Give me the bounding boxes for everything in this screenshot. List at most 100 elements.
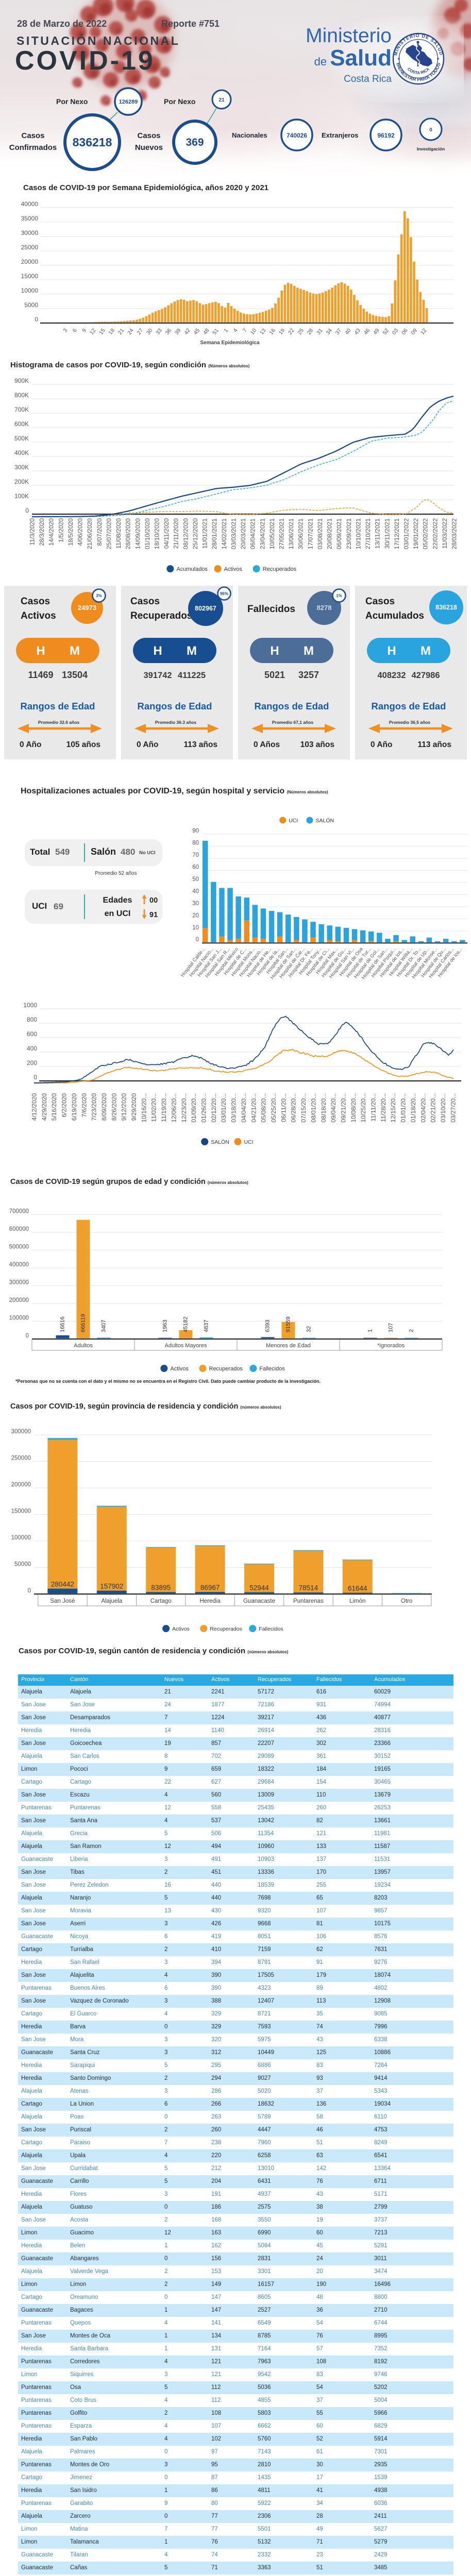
svg-text:107: 107 xyxy=(388,1323,394,1332)
svg-text:06/11/20...: 06/11/20... xyxy=(280,1093,287,1122)
svg-text:103 años: 103 años xyxy=(300,740,334,749)
svg-text:200000: 200000 xyxy=(9,1297,29,1303)
svg-text:836218: 836218 xyxy=(435,604,457,611)
svg-text:20/08/2021: 20/08/2021 xyxy=(326,518,333,549)
svg-text:H: H xyxy=(153,644,162,658)
svg-text:Recuperados: Recuperados xyxy=(263,566,297,572)
svg-text:200: 200 xyxy=(27,1059,37,1066)
svg-text:11/28/20...: 11/28/20... xyxy=(380,1093,387,1122)
svg-text:17/12/2021: 17/12/2021 xyxy=(393,518,400,549)
svg-text:6/19/2020: 6/19/2020 xyxy=(71,1093,78,1121)
svg-text:11/02/20...: 11/02/20... xyxy=(150,1093,158,1122)
svg-text:10/10/2021: 10/10/2021 xyxy=(355,518,362,549)
svg-text:70: 70 xyxy=(192,852,199,858)
svg-text:0 Años: 0 Años xyxy=(254,740,280,749)
svg-text:42: 42 xyxy=(183,327,192,336)
svg-text:0: 0 xyxy=(33,1074,37,1081)
svg-text:Fallecidos: Fallecidos xyxy=(259,1366,285,1372)
svg-text:28/3/2020: 28/3/2020 xyxy=(38,518,45,546)
svg-text:113 años: 113 años xyxy=(184,740,218,749)
svg-text:10: 10 xyxy=(249,327,258,336)
svg-text:00: 00 xyxy=(149,896,158,905)
svg-text:Cartago: Cartago xyxy=(150,1598,172,1604)
svg-text:6/2/2020: 6/2/2020 xyxy=(61,1093,68,1117)
svg-text:Fallecidos: Fallecidos xyxy=(247,604,295,615)
svg-text:SALÓN: SALÓN xyxy=(211,1139,229,1145)
svg-text:52944: 52944 xyxy=(249,1584,269,1591)
svg-text:12: 12 xyxy=(419,327,428,336)
svg-text:33: 33 xyxy=(155,327,163,336)
svg-text:45182: 45182 xyxy=(183,1316,189,1332)
svg-text:03/10/20...: 03/10/20... xyxy=(440,1093,447,1123)
svg-text:1000: 1000 xyxy=(23,1002,37,1009)
svg-text:18/10/2020: 18/10/2020 xyxy=(154,518,161,549)
svg-text:40: 40 xyxy=(192,888,199,894)
svg-text:49: 49 xyxy=(372,327,381,336)
svg-text:2: 2 xyxy=(409,1329,415,1332)
svg-text:25000: 25000 xyxy=(21,244,39,251)
svg-text:28: 28 xyxy=(306,327,315,336)
svg-text:6: 6 xyxy=(72,327,78,333)
svg-text:200K: 200K xyxy=(14,478,29,485)
svg-text:3: 3 xyxy=(62,327,69,333)
svg-text:300000: 300000 xyxy=(11,1429,31,1435)
svg-text:Promedio 36.3 años: Promedio 36.3 años xyxy=(155,720,197,725)
svg-text:*Ignorados: *Ignorados xyxy=(377,1343,405,1349)
svg-text:802967: 802967 xyxy=(195,605,216,612)
svg-text:600: 600 xyxy=(27,1030,37,1038)
svg-text:50000: 50000 xyxy=(14,1562,31,1568)
svg-text:7: 7 xyxy=(242,327,248,333)
svg-text:11/3/2020: 11/3/2020 xyxy=(29,518,36,546)
svg-text:600000: 600000 xyxy=(9,1226,29,1232)
svg-text:04/11/2020: 04/11/2020 xyxy=(163,518,170,549)
svg-text:07/15/20...: 07/15/20... xyxy=(300,1093,307,1123)
svg-text:15: 15 xyxy=(98,327,107,336)
svg-text:9: 9 xyxy=(81,327,88,333)
svg-text:3407: 3407 xyxy=(101,1320,107,1332)
svg-text:Rangos de Edad: Rangos de Edad xyxy=(21,701,95,711)
svg-text:12/06/20...: 12/06/20... xyxy=(171,1093,178,1123)
svg-text:11/11/20...: 11/11/20... xyxy=(370,1093,377,1122)
svg-text:27: 27 xyxy=(136,327,145,336)
svg-text:400000: 400000 xyxy=(9,1262,29,1268)
svg-text:280442: 280442 xyxy=(51,1580,74,1588)
svg-text:Casos: Casos xyxy=(130,596,160,607)
svg-text:35000: 35000 xyxy=(21,215,39,222)
svg-text:Menores de Edad: Menores de Edad xyxy=(266,1343,311,1349)
svg-text:30: 30 xyxy=(145,327,154,336)
svg-text:Activos: Activos xyxy=(170,1366,189,1372)
svg-text:30: 30 xyxy=(192,901,199,907)
svg-text:10/05/2021: 10/05/2021 xyxy=(268,518,276,549)
svg-text:M: M xyxy=(187,644,197,658)
svg-text:16616: 16616 xyxy=(60,1316,66,1332)
svg-text:30000: 30000 xyxy=(21,229,39,236)
svg-text:11469: 11469 xyxy=(28,670,53,680)
svg-text:12/23/20...: 12/23/20... xyxy=(180,1093,188,1123)
svg-text:600K: 600K xyxy=(14,420,29,428)
svg-text:Activos: Activos xyxy=(21,611,56,621)
svg-text:09/04/20...: 09/04/20... xyxy=(330,1093,337,1123)
svg-text:Promedio 36,5 años: Promedio 36,5 años xyxy=(389,720,431,725)
svg-text:60: 60 xyxy=(192,864,199,870)
svg-text:4/06/2020: 4/06/2020 xyxy=(77,518,84,546)
svg-text:14/4/2020: 14/4/2020 xyxy=(48,518,55,546)
svg-text:22/02/2022: 22/02/2022 xyxy=(431,518,439,549)
svg-text:5000: 5000 xyxy=(24,301,38,309)
svg-text:666119: 666119 xyxy=(80,1314,87,1332)
svg-text:UCI: UCI xyxy=(289,818,298,824)
svg-text:17/07/2021: 17/07/2021 xyxy=(307,518,314,549)
svg-text:03/01/20...: 03/01/20... xyxy=(220,1093,227,1123)
svg-text:36: 36 xyxy=(164,327,173,336)
svg-text:50: 50 xyxy=(192,876,199,883)
svg-text:05/02/2022: 05/02/2022 xyxy=(422,518,429,549)
svg-text:157902: 157902 xyxy=(100,1582,123,1590)
svg-text:91: 91 xyxy=(149,911,158,919)
svg-text:Casos: Casos xyxy=(21,596,50,607)
svg-text:04/21/20...: 04/21/20... xyxy=(250,1093,257,1123)
svg-text:20000: 20000 xyxy=(21,258,39,265)
svg-text:03: 03 xyxy=(391,327,400,336)
svg-text:7/23/2020: 7/23/2020 xyxy=(91,1093,98,1121)
svg-text:1: 1 xyxy=(223,327,229,333)
svg-text:25: 25 xyxy=(296,327,305,336)
svg-text:250000: 250000 xyxy=(11,1455,31,1462)
